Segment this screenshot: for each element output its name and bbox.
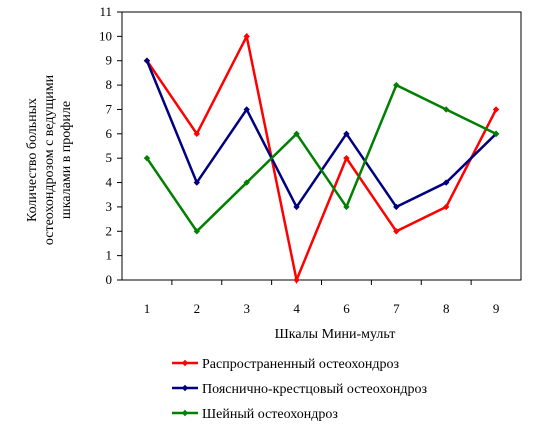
legend-label: Распространенный остеохондроз: [202, 357, 399, 372]
data-point: [492, 106, 500, 113]
y-axis-title-line-3: шкалами в профиле: [59, 101, 74, 219]
x-tick-label: 4: [293, 301, 300, 316]
legend-item-3: Шейный остеохондроз: [172, 407, 338, 422]
y-axis-title-line-1: Количество больных: [25, 98, 40, 222]
y-tick-label: 1: [106, 248, 113, 263]
legend-label: Пояснично-крестцовый остеохондроз: [202, 382, 428, 397]
y-tick-label: 4: [106, 175, 113, 190]
y-tick-label: 8: [106, 77, 113, 92]
legend-swatch-marker: [181, 384, 189, 392]
y-axis-title-line-2: остеохондрозом с ведущими: [42, 74, 57, 245]
x-tick-label: 1: [144, 301, 151, 316]
data-point: [293, 203, 300, 211]
data-point: [293, 276, 300, 284]
x-axis-title: Шкалы Мини-мульт: [275, 327, 396, 342]
x-tick-label: 6: [343, 301, 350, 316]
data-point: [492, 130, 500, 138]
legend-swatch-marker: [181, 409, 189, 417]
data-point: [243, 33, 250, 40]
data-point: [343, 130, 350, 138]
series-1: [143, 32, 500, 285]
y-tick-label: 9: [106, 53, 113, 68]
y-tick-label: 6: [106, 126, 113, 141]
data-point: [343, 203, 350, 211]
data-point: [143, 57, 151, 64]
y-tick-label: 3: [106, 199, 113, 214]
data-point: [243, 106, 250, 113]
y-tick-label: 0: [106, 272, 113, 287]
x-tick-label: 8: [443, 301, 450, 316]
y-tick-label: 2: [106, 223, 113, 238]
data-point: [193, 179, 201, 186]
y-tick-label: 7: [106, 101, 113, 116]
data-point: [393, 203, 400, 211]
x-tick-label: 9: [493, 301, 500, 316]
data-point: [442, 106, 450, 113]
legend-item-2: Пояснично-крестцовый остеохондроз: [172, 382, 428, 397]
data-point: [343, 154, 350, 162]
data-point: [442, 179, 450, 186]
series-line: [145, 32, 498, 285]
x-tick-label: 2: [194, 301, 201, 316]
data-point: [193, 130, 201, 138]
data-point: [193, 228, 201, 235]
data-point: [143, 154, 151, 162]
x-tick-label: 3: [243, 301, 250, 316]
series-line: [145, 83, 497, 234]
data-point: [293, 130, 300, 138]
y-tick-label: 11: [99, 4, 112, 19]
y-tick-label: 5: [106, 150, 113, 165]
data-point: [442, 203, 450, 211]
data-point: [393, 81, 400, 89]
x-tick-label: 7: [393, 301, 400, 316]
series-3: [143, 81, 500, 235]
legend-swatch-marker: [181, 359, 189, 367]
legend-label: Шейный остеохондроз: [202, 407, 338, 422]
legend-item-1: Распространенный остеохондроз: [172, 357, 399, 372]
data-point: [393, 228, 400, 235]
y-tick-label: 10: [99, 28, 112, 43]
data-point: [243, 179, 250, 186]
